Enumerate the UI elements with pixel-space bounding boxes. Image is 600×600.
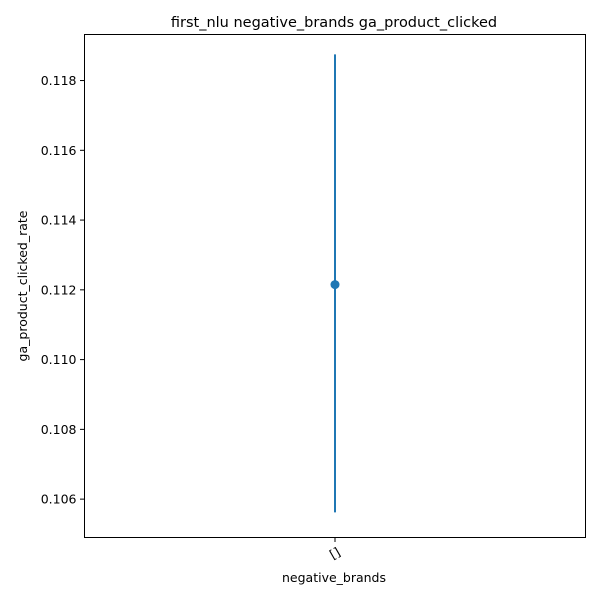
x-axis-label: negative_brands — [282, 570, 386, 585]
y-tick-label: 0.112 — [41, 282, 77, 297]
y-tick-label: 0.108 — [41, 422, 77, 437]
y-axis-label: ga_product_clicked_rate — [15, 210, 30, 361]
y-tick-label: 0.118 — [41, 73, 77, 88]
data-point — [330, 280, 340, 290]
y-tick-label: 0.106 — [41, 492, 77, 507]
x-tick-label: [] — [327, 544, 343, 562]
y-tick-label: 0.116 — [41, 143, 77, 158]
data-marks — [330, 54, 340, 513]
y-tick-label: 0.114 — [41, 213, 77, 228]
chart-title: first_nlu negative_brands ga_product_cli… — [171, 15, 497, 31]
y-tick-label: 0.110 — [41, 352, 77, 367]
y-axis-ticks: 0.106 0.108 0.110 0.112 0.114 0.116 0.118 — [41, 73, 85, 507]
x-axis-ticks: [] — [327, 537, 343, 562]
plot-frame — [84, 34, 586, 538]
